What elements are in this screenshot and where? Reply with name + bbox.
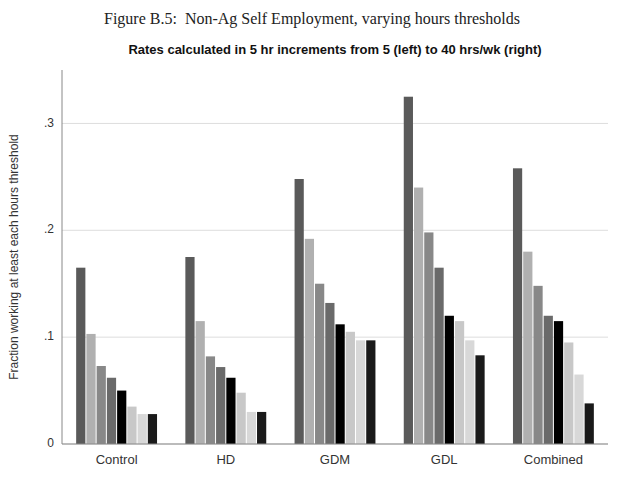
bar <box>336 324 345 444</box>
y-axis-line <box>62 70 63 444</box>
bar <box>216 367 225 444</box>
bar <box>523 252 532 444</box>
bar <box>206 356 215 444</box>
bar <box>226 378 235 444</box>
bar <box>76 268 85 444</box>
x-tick-label: Control <box>96 452 138 467</box>
bar <box>107 378 116 444</box>
bar <box>434 268 443 444</box>
y-tick-label: .2 <box>44 222 54 236</box>
bar <box>404 97 413 444</box>
bar <box>544 316 553 444</box>
bar <box>346 332 355 444</box>
y-axis-label: Fraction working at least each hours thr… <box>7 134 21 379</box>
bar <box>585 403 594 444</box>
bar <box>247 412 256 444</box>
bar <box>455 321 464 444</box>
bar <box>554 321 563 444</box>
x-tick-label: Combined <box>524 452 583 467</box>
bar <box>564 342 573 444</box>
bar <box>97 366 106 444</box>
bar <box>445 316 454 444</box>
bar <box>117 391 126 444</box>
bar <box>513 168 522 444</box>
bar <box>366 340 375 444</box>
chart-container: 0 .1 .2 .3 Control HD GDM GDL Combined Fraction w… <box>0 0 624 484</box>
bar <box>315 284 324 444</box>
bar <box>86 334 95 444</box>
bar <box>424 232 433 444</box>
bar <box>237 393 246 444</box>
bar <box>533 286 542 444</box>
bar <box>574 375 583 444</box>
bar <box>138 414 147 444</box>
subtitle: Rates calculated in 5 hr increments from… <box>128 42 541 57</box>
bar <box>127 407 136 444</box>
bar <box>148 414 157 444</box>
x-tick-label: HD <box>216 452 235 467</box>
x-tick-label: GDM <box>320 452 350 467</box>
bar <box>414 188 423 444</box>
bar <box>325 303 334 444</box>
bars <box>76 97 594 444</box>
bar <box>356 340 365 444</box>
bar <box>257 412 266 444</box>
bar <box>475 355 484 444</box>
y-tick-label: .3 <box>44 116 54 130</box>
x-axis-line <box>62 444 608 445</box>
bar <box>295 179 304 444</box>
x-tick-label: GDL <box>431 452 458 467</box>
chart-svg: 0 .1 .2 .3 Control HD GDM GDL Combined Fraction w… <box>0 0 624 484</box>
grid-line <box>62 230 608 231</box>
grid-line <box>62 123 608 124</box>
bar <box>465 340 474 444</box>
bar <box>196 321 205 444</box>
bar <box>185 257 194 444</box>
title: Figure B.5: Non-Ag Self Employment, vary… <box>104 10 520 28</box>
bar <box>305 239 314 444</box>
y-tick-label: 0 <box>47 436 54 450</box>
grid-line <box>62 444 608 445</box>
y-tick-label: .1 <box>44 329 54 343</box>
